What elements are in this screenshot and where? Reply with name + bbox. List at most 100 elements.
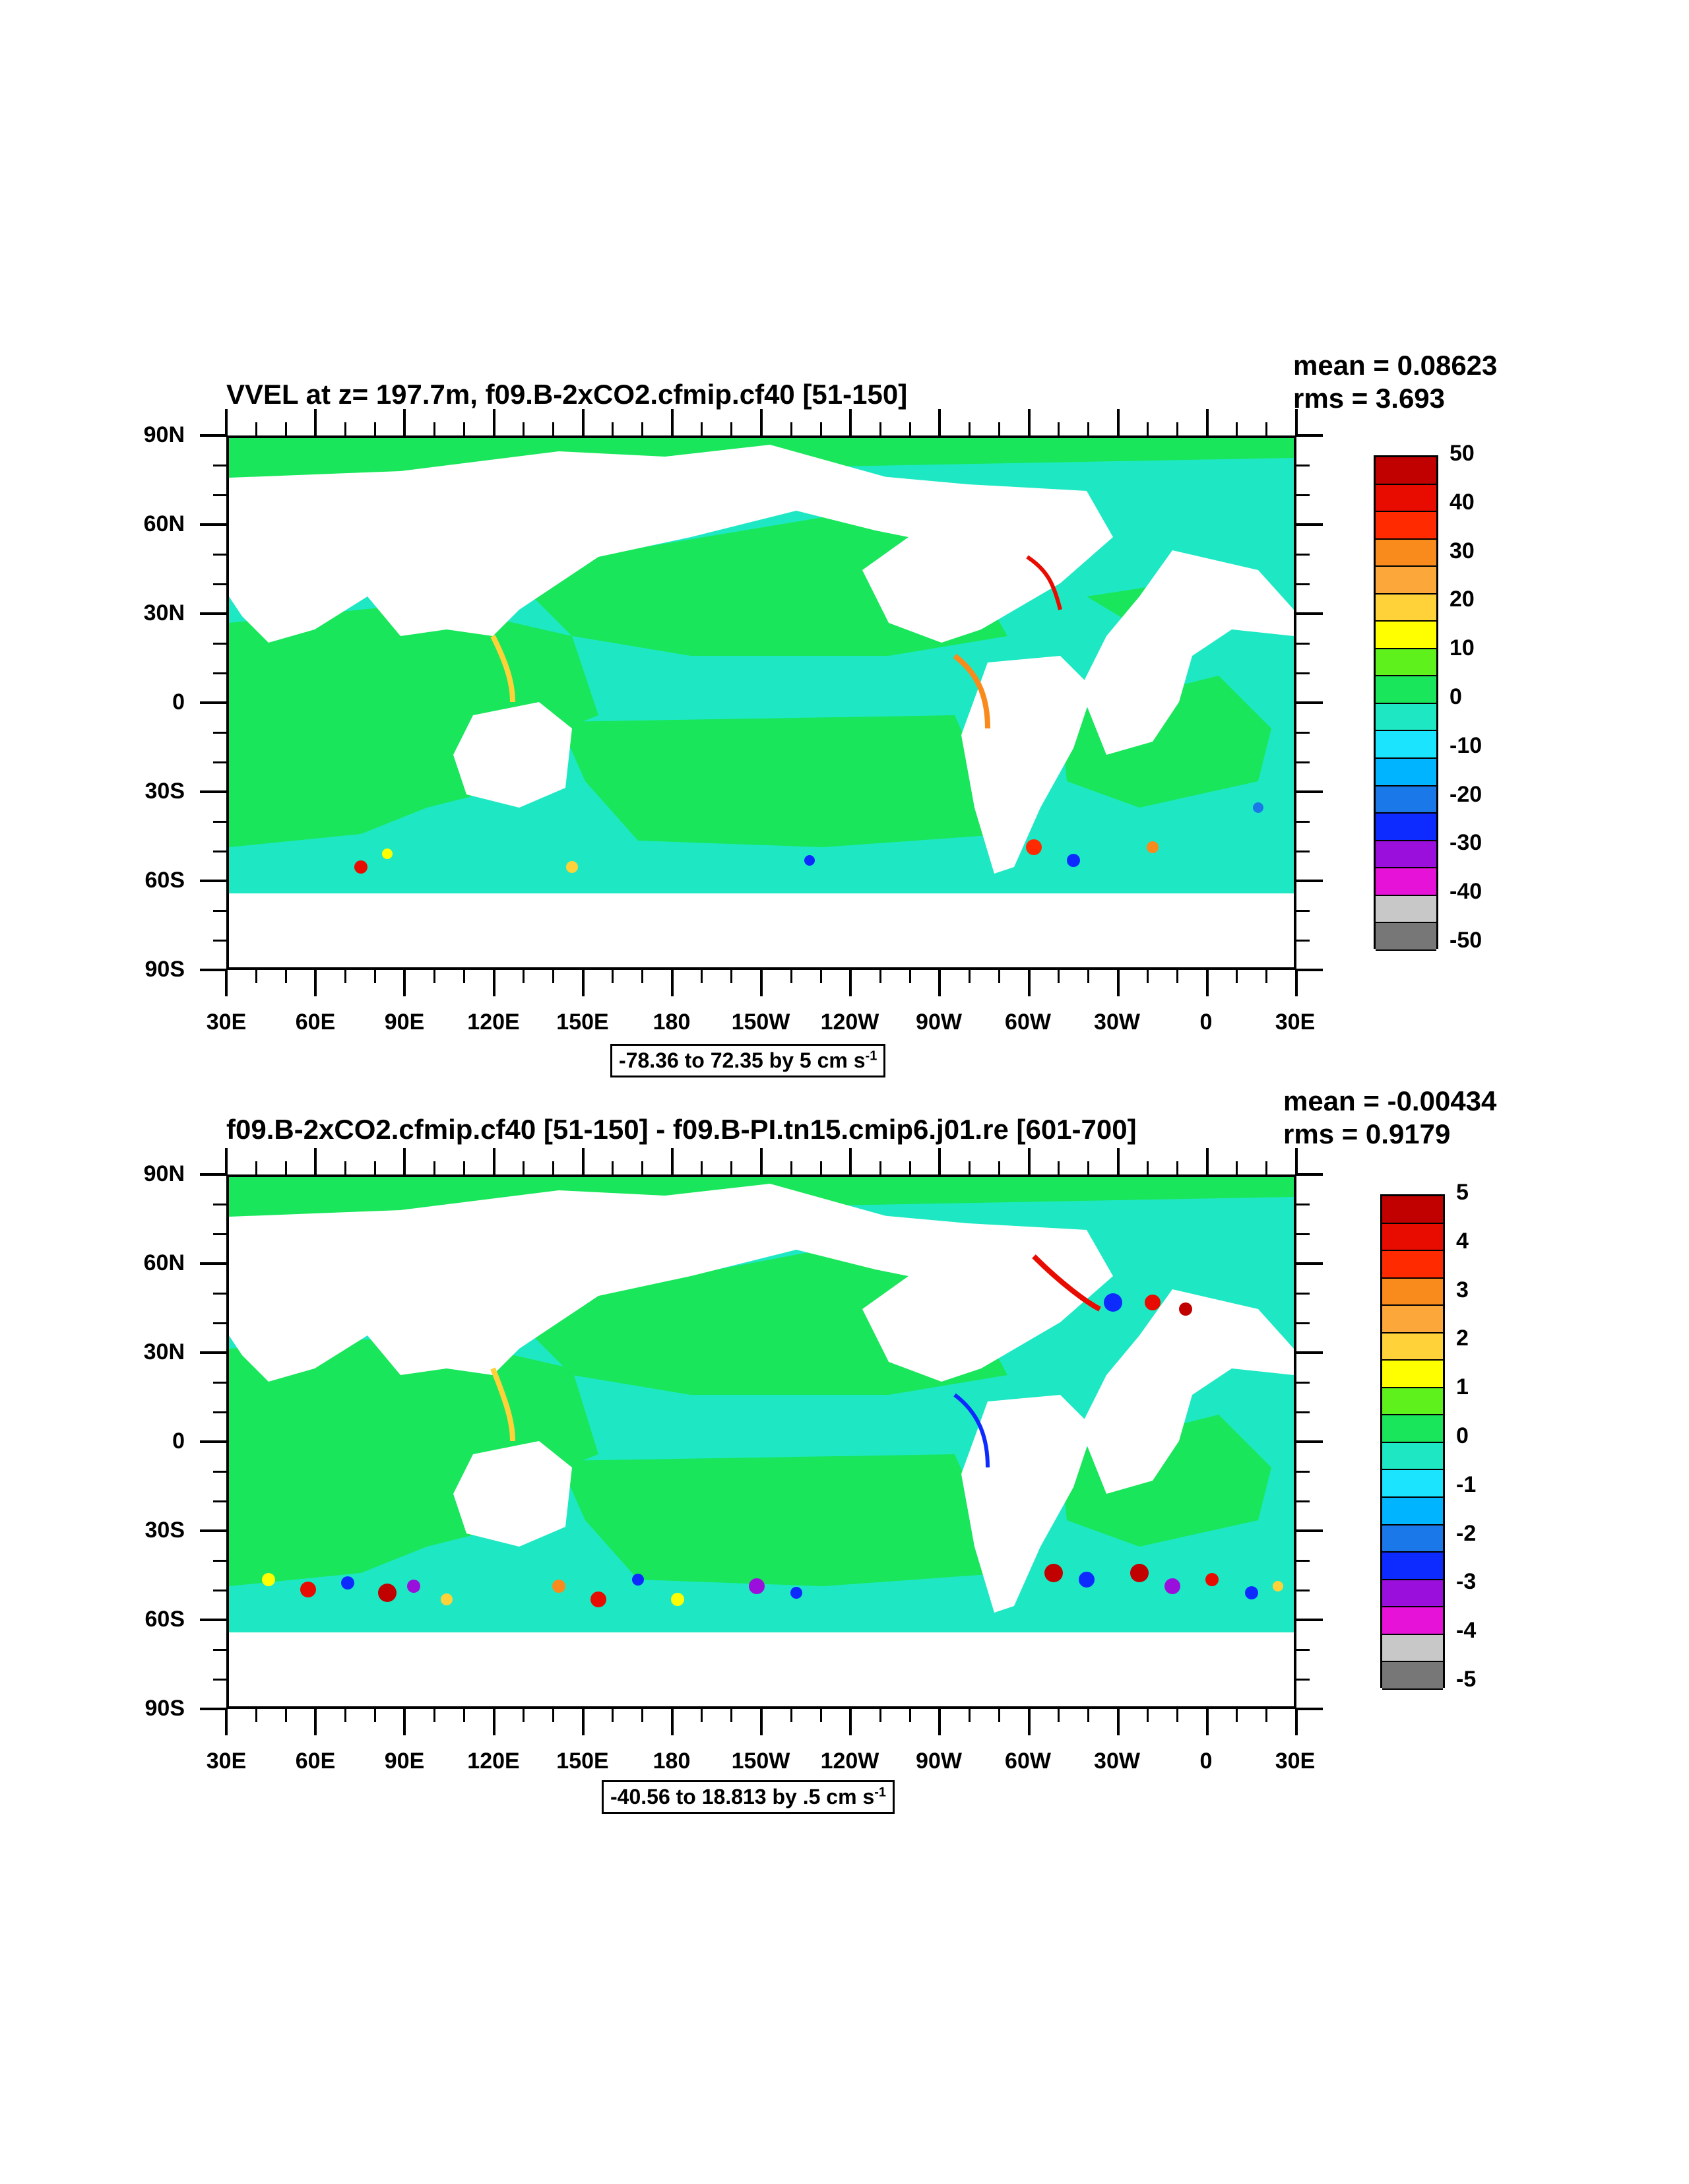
colorbar-label: -5 xyxy=(1456,1667,1477,1692)
colorbar-segment xyxy=(1376,841,1436,869)
australia-land xyxy=(453,1441,572,1547)
colorbar-segment xyxy=(1376,923,1436,951)
south-pacific-band xyxy=(559,1454,1007,1586)
colorbar-segment xyxy=(1382,1306,1443,1333)
lat-label-90n: 90N xyxy=(143,1161,185,1186)
panel-bottom: f09.B-2xCO2.cfmip.cf40 [51-150] - f09.B-… xyxy=(0,739,1689,1861)
lon-label: 150E xyxy=(556,1749,609,1774)
lat-label-90s: 90S xyxy=(144,1696,185,1721)
colorbar-label: 10 xyxy=(1450,635,1475,661)
antarctica-land xyxy=(229,1632,1294,1706)
rms-value: rms = 3.693 xyxy=(1293,383,1446,414)
panel-top: VVEL at z= 197.7m, f09.B-2xCO2.cfmip.cf4… xyxy=(143,350,1498,1077)
colorbar-label: 5 xyxy=(1456,1180,1469,1205)
colorbar-label: 40 xyxy=(1450,489,1475,515)
lon-label: 30E xyxy=(1275,1749,1316,1774)
colorbar-segment xyxy=(1376,703,1436,732)
lon-label: 30W xyxy=(1094,1010,1140,1035)
lon-label: 30E xyxy=(1275,1010,1316,1035)
australia-land xyxy=(453,702,572,808)
north-america-land xyxy=(862,1223,1113,1382)
greenland-arctic-land xyxy=(480,1184,889,1250)
lon-label: 90E xyxy=(384,1010,425,1035)
colorbar-segment xyxy=(1376,868,1436,896)
colorbar xyxy=(1374,455,1438,951)
lon-label: 0 xyxy=(1199,1749,1213,1774)
range-units-exponent: -1 xyxy=(865,1048,877,1064)
mean-value: mean = 0.08623 xyxy=(1293,350,1498,381)
colorbar-label: 0 xyxy=(1456,1423,1469,1448)
africa-europe-land xyxy=(1080,550,1294,755)
lat-label-30n: 30N xyxy=(143,1339,185,1365)
lon-label: 120W xyxy=(820,1010,879,1035)
range-text: -40.56 to 18.813 by .5 cm s xyxy=(610,1785,875,1809)
mean-value: mean = -0.00434 xyxy=(1283,1085,1497,1116)
range-text: -78.36 to 72.35 by 5 cm s xyxy=(619,1048,866,1072)
lon-label: 90E xyxy=(384,1749,425,1774)
colorbar-segment xyxy=(1376,594,1436,622)
colorbar-segment xyxy=(1376,484,1436,513)
colorbar-segment xyxy=(1376,567,1436,594)
colorbar-label: 3 xyxy=(1456,1277,1469,1302)
colorbar-segment xyxy=(1376,814,1436,841)
eddy-features xyxy=(354,555,1263,874)
lon-label: 30E xyxy=(206,1749,247,1774)
colorbar-segment xyxy=(1376,512,1436,540)
lat-label-0: 0 xyxy=(172,1429,185,1454)
lon-label: 60W xyxy=(1005,1010,1051,1035)
colorbar-label: -50 xyxy=(1450,928,1482,953)
range-units-exponent: -1 xyxy=(874,1785,887,1800)
colorbar-segment xyxy=(1382,1634,1443,1663)
colorbar-label: -3 xyxy=(1456,1569,1477,1595)
lon-label: 60E xyxy=(295,1749,336,1774)
colorbar-label: -2 xyxy=(1456,1520,1477,1546)
south-america-land xyxy=(961,656,1093,874)
colorbar-segment xyxy=(1382,1525,1443,1553)
colorbar-segment xyxy=(1376,457,1436,485)
colorbar-segment xyxy=(1382,1251,1443,1279)
lat-label-30s: 30S xyxy=(144,779,185,804)
colorbar-segment xyxy=(1376,539,1436,567)
north-america-land xyxy=(862,484,1113,643)
colorbar-segment xyxy=(1376,786,1436,814)
lon-label: 180 xyxy=(653,1749,691,1774)
colorbar-segment xyxy=(1376,649,1436,677)
lon-label: 90W xyxy=(916,1749,962,1774)
colorbar-segment xyxy=(1382,1415,1443,1443)
colorbar-segment xyxy=(1376,622,1436,649)
lon-label: 30E xyxy=(206,1010,247,1035)
lon-label: 150W xyxy=(731,1749,790,1774)
lon-label: 90W xyxy=(916,1010,962,1035)
colorbar-label: -10 xyxy=(1450,732,1482,758)
colorbar-segment xyxy=(1382,1223,1443,1252)
colorbar-label: -40 xyxy=(1450,879,1482,905)
north-pacific-band xyxy=(506,517,1007,656)
eddy-features xyxy=(262,1254,1283,1607)
lat-label-0: 0 xyxy=(172,690,185,715)
lon-label: 120W xyxy=(820,1749,879,1774)
colorbar-label: 1 xyxy=(1456,1374,1469,1400)
colorbar-segment xyxy=(1382,1498,1443,1526)
lon-label: 30W xyxy=(1094,1749,1140,1774)
colorbar-segment xyxy=(1382,1580,1443,1608)
colorbar-label: 50 xyxy=(1450,441,1475,466)
colorbar-label: -20 xyxy=(1450,781,1482,807)
greenland-arctic-land xyxy=(480,445,889,511)
lat-label-60s: 60S xyxy=(144,868,185,893)
panel-title: f09.B-2xCO2.cfmip.cf40 [51-150] - f09.B-… xyxy=(226,1114,1137,1145)
colorbar-segment xyxy=(1382,1196,1443,1224)
contour-range-box: -78.36 to 72.35 by 5 cm s-1 xyxy=(610,1044,886,1077)
map-plot xyxy=(226,435,1296,970)
lat-label-60n: 60N xyxy=(143,511,185,536)
map-plot xyxy=(226,1174,1296,1709)
colorbar-label: 0 xyxy=(1450,684,1462,709)
lon-label: 150W xyxy=(731,1010,790,1035)
panel-title: VVEL at z= 197.7m, f09.B-2xCO2.cfmip.cf4… xyxy=(226,379,908,410)
lon-label: 60W xyxy=(1005,1749,1051,1774)
colorbar-segment xyxy=(1382,1388,1443,1416)
colorbar-segment xyxy=(1376,759,1436,787)
lon-label: 120E xyxy=(467,1010,520,1035)
lon-label: 0 xyxy=(1199,1010,1213,1035)
colorbar-label: 2 xyxy=(1456,1326,1469,1351)
lon-label: 180 xyxy=(653,1010,691,1035)
